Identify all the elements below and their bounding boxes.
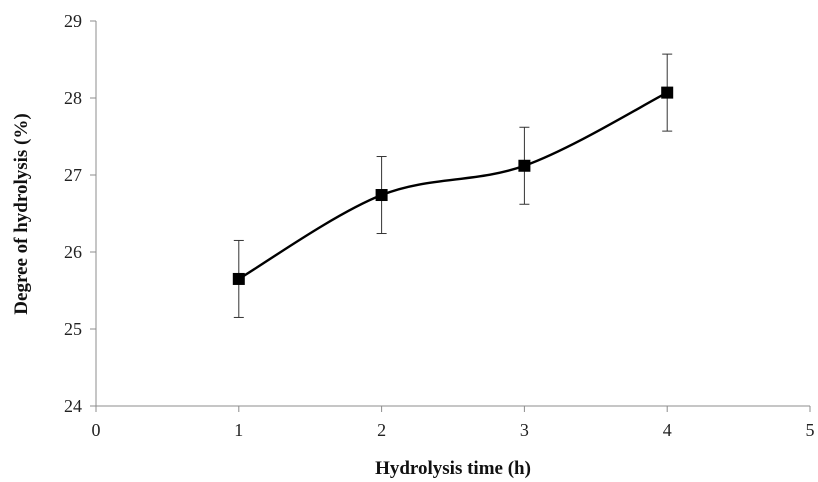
data-point-marker	[375, 189, 388, 202]
y-tick-label: 27	[64, 165, 82, 185]
x-axis-ticks: 0 1 2 3 4 5	[92, 406, 815, 440]
x-tick-label: 1	[234, 420, 243, 440]
y-tick-label: 29	[64, 11, 82, 31]
x-tick-label: 3	[520, 420, 529, 440]
x-tick-label: 0	[92, 420, 101, 440]
data-point-marker	[232, 272, 245, 285]
data-point-marker	[661, 86, 674, 99]
error-bars	[233, 53, 673, 318]
x-axis-title: Hydrolysis time (h)	[375, 458, 531, 479]
x-tick-label: 5	[806, 420, 815, 440]
series-line	[238, 91, 668, 280]
y-tick-label: 26	[64, 242, 82, 262]
y-tick-label: 28	[64, 88, 82, 108]
y-axis-ticks: 24 25 26 27 28 29	[64, 11, 96, 416]
y-tick-label: 24	[64, 396, 82, 416]
x-tick-label: 2	[377, 420, 386, 440]
data-point-marker	[518, 159, 531, 172]
y-axis-title: Degree of hydrolysis (%)	[11, 113, 32, 314]
plot-area: 0 1 2 3 4 5 24 25 26 27 28 29	[64, 11, 815, 440]
y-tick-label: 25	[64, 319, 82, 339]
data-markers	[232, 86, 674, 285]
x-tick-label: 4	[663, 420, 672, 440]
